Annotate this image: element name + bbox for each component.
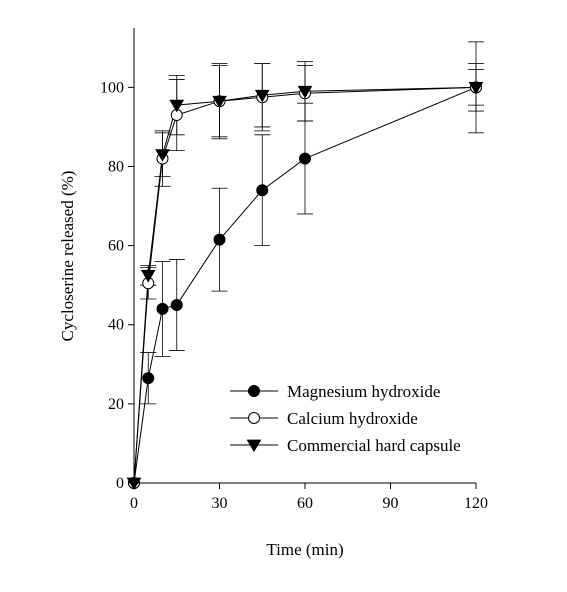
series-3-point (155, 149, 170, 162)
legend-entry: Commercial hard capsule (230, 436, 461, 455)
x-tick-label: 90 (383, 495, 399, 512)
y-tick-label: 40 (108, 317, 124, 334)
series-3-point (212, 95, 227, 109)
legend-entry: Calcium hydroxide (230, 409, 418, 428)
x-tick-label: 30 (212, 495, 228, 512)
series-1-point (142, 372, 155, 385)
series-markers (126, 81, 484, 491)
x-axis-title: Time (min) (266, 540, 343, 559)
series-1-point (256, 184, 269, 197)
legend-marker (246, 439, 262, 453)
y-tick-label: 80 (108, 158, 124, 175)
series-3-point (297, 85, 313, 99)
legend-marker (248, 412, 260, 424)
error-bars (140, 41, 484, 405)
y-axis-title: Cycloserine released (%) (58, 171, 77, 342)
series-3-point (468, 81, 484, 95)
x-tick-label: 60 (297, 495, 313, 512)
series-lines (133, 86, 477, 484)
legend-label: Commercial hard capsule (287, 436, 461, 455)
y-tick-label: 20 (108, 396, 124, 413)
series-3-line (133, 86, 477, 484)
series-3-point (254, 89, 270, 103)
legend: Magnesium hydroxide Calcium hydroxide Comm… (230, 382, 461, 455)
legend-marker (248, 385, 260, 397)
series-1-point (299, 152, 311, 165)
x-tick-label: 0 (130, 495, 138, 512)
series-1-point (170, 298, 183, 311)
series-1-line (133, 86, 477, 484)
series-2-line (133, 86, 477, 484)
series-1-point (156, 302, 169, 315)
y-tick-label: 60 (108, 238, 124, 255)
legend-entry: Magnesium hydroxide (230, 382, 440, 401)
legend-label: Magnesium hydroxide (287, 382, 440, 401)
series-1-point (213, 233, 226, 246)
y-tick-label: 0 (116, 475, 124, 492)
series-3-point (169, 99, 185, 113)
axes: 0 20 40 60 80 100 0 30 60 90 120 (100, 28, 488, 512)
y-tick-label: 100 (100, 79, 124, 96)
legend-label: Calcium hydroxide (287, 409, 418, 428)
x-tick-label: 120 (464, 495, 488, 512)
series-3-point (140, 269, 156, 283)
